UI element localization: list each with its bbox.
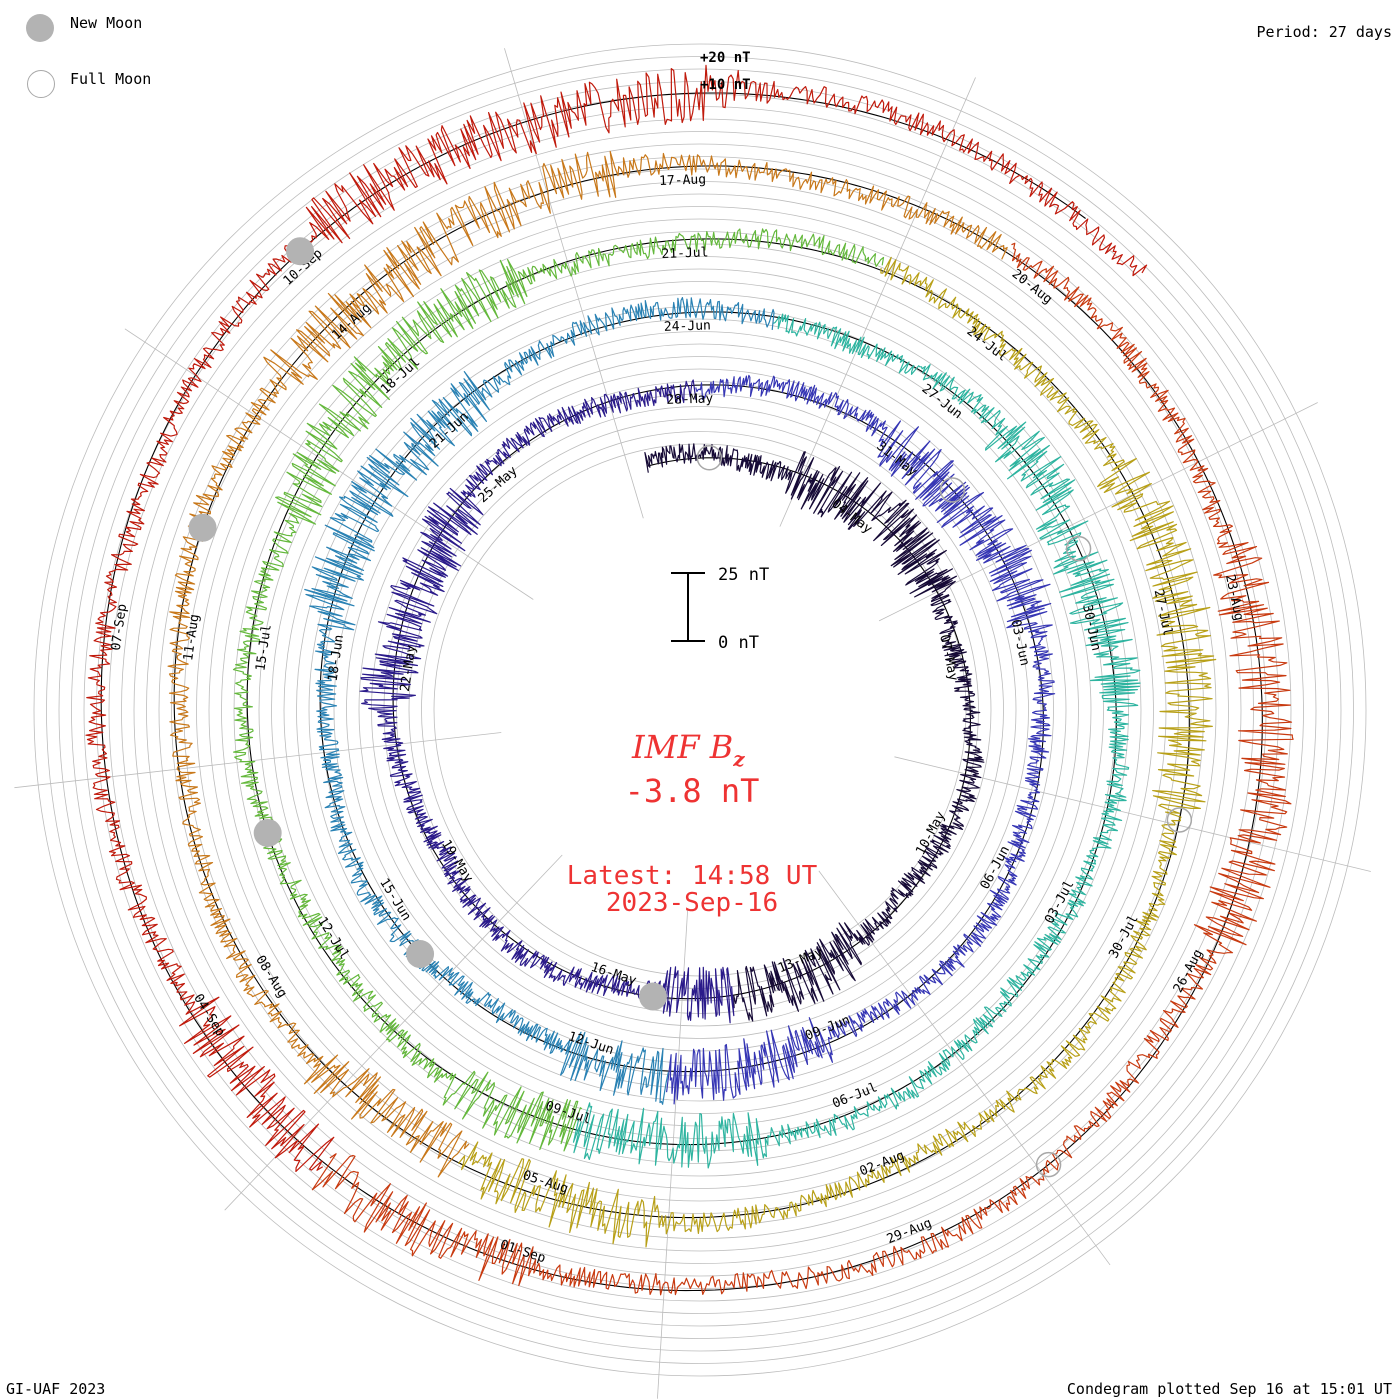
new-moon-legend-label: New Moon bbox=[70, 14, 143, 32]
grid-ring bbox=[108, 118, 1292, 1302]
date-label: 21-Jul bbox=[661, 245, 708, 262]
date-label: 24-Jun bbox=[664, 318, 711, 335]
grid-ring bbox=[408, 418, 992, 1002]
date-label: 11-Aug bbox=[181, 613, 202, 662]
bz-trace-segment-8 bbox=[167, 150, 1008, 1178]
credit-label: GI-UAF 2023 bbox=[6, 1380, 106, 1398]
grid-ring bbox=[371, 381, 1029, 1039]
scale-outer-top: +20 nT bbox=[700, 50, 751, 66]
date-label: 04-Sep bbox=[190, 991, 228, 1039]
date-label: 07-Sep bbox=[109, 603, 130, 652]
quantity-title: IMF Bz bbox=[631, 728, 745, 771]
grid-ring bbox=[33, 43, 1367, 1377]
scale-outer-bottom: +10 nT bbox=[700, 77, 751, 93]
bz-traces bbox=[85, 64, 1294, 1296]
full-moon-marker bbox=[939, 477, 966, 503]
date-label: 18-Jun bbox=[326, 634, 347, 683]
bz-trace-segment-4 bbox=[304, 297, 775, 1105]
grid-ring bbox=[233, 243, 1167, 1177]
latest-date: 2023-Sep-16 bbox=[606, 888, 778, 918]
new-moon-marker bbox=[638, 982, 667, 1011]
scale-bar-bottom-label: 0 nT bbox=[718, 633, 759, 653]
full-moon-marker bbox=[1035, 1151, 1062, 1178]
grid-ring bbox=[46, 56, 1354, 1364]
grid-ring bbox=[71, 81, 1329, 1339]
scale-bar-top-label: 25 nT bbox=[718, 565, 769, 585]
new-moon-legend-icon bbox=[26, 14, 54, 42]
bz-trace-segment-5 bbox=[572, 313, 1141, 1169]
date-label: 15-Jun bbox=[376, 876, 414, 924]
new-moon-marker bbox=[188, 513, 217, 542]
grid-ring bbox=[346, 356, 1054, 1064]
date-label: 17-Aug bbox=[659, 172, 706, 189]
date-label: 27-Jul bbox=[1151, 588, 1175, 637]
full-moon-marker bbox=[1065, 535, 1092, 562]
grid-ring bbox=[58, 68, 1342, 1352]
date-label: 22-May bbox=[398, 644, 419, 693]
new-moon-marker bbox=[253, 818, 282, 847]
period-label: Period: 27 days bbox=[1256, 23, 1392, 41]
bz-trace-segment-7 bbox=[457, 256, 1217, 1248]
latest-time: Latest: 14:58 UT bbox=[567, 861, 818, 891]
bz-trace-segment-1 bbox=[644, 443, 985, 1022]
date-label: 28-May bbox=[666, 391, 714, 408]
date-label: 25-May bbox=[476, 463, 521, 506]
full-moon-marker bbox=[696, 445, 723, 471]
new-moon-marker bbox=[286, 237, 315, 266]
full-moon-legend-icon bbox=[27, 70, 55, 98]
grid-ring bbox=[333, 343, 1067, 1077]
grid-ring bbox=[358, 368, 1042, 1052]
bz-trace-segment-10 bbox=[85, 64, 1148, 1172]
date-label: 05-Aug bbox=[521, 1168, 570, 1197]
date-label: 20-Aug bbox=[1009, 267, 1055, 308]
grid-ring bbox=[158, 168, 1242, 1252]
grid-ring bbox=[246, 256, 1154, 1164]
scale-bar bbox=[671, 572, 705, 642]
grid-ring bbox=[221, 231, 1179, 1189]
grid-spoke bbox=[779, 77, 976, 527]
date-label: 30-Jun bbox=[1079, 603, 1103, 652]
grid-ring bbox=[308, 318, 1092, 1102]
plotted-label: Condegram plotted Sep 16 at 15:01 UT bbox=[1066, 1380, 1392, 1398]
bz-trace-segment-2 bbox=[359, 379, 735, 1024]
date-label: 08-Aug bbox=[252, 953, 290, 1001]
quantity-subscript: z bbox=[732, 747, 745, 771]
grid-ring bbox=[96, 106, 1304, 1314]
grid-ring bbox=[271, 281, 1129, 1139]
grid-rings bbox=[33, 43, 1367, 1377]
moon-markers bbox=[188, 237, 1193, 1178]
grid-spoke bbox=[14, 732, 502, 789]
date-label: 03-Jun bbox=[1008, 618, 1032, 667]
bz-trace-segment-9 bbox=[311, 242, 1294, 1296]
grid-ring bbox=[396, 406, 1004, 1014]
date-label: 15-Jul bbox=[253, 623, 274, 672]
grid-ring bbox=[171, 181, 1229, 1239]
full-moon-legend-label: Full Moon bbox=[70, 70, 152, 88]
grid-spoke bbox=[878, 402, 1318, 622]
grid-ring bbox=[196, 206, 1204, 1214]
grid-ring bbox=[121, 131, 1279, 1289]
quantity-name: IMF B bbox=[631, 728, 733, 766]
grid-spoke bbox=[504, 48, 644, 519]
date-label: 01-Sep bbox=[498, 1237, 547, 1266]
baseline-spiral bbox=[100, 92, 1263, 1292]
bz-trace-segment-3 bbox=[666, 374, 1056, 1105]
current-value: -3.8 nT bbox=[625, 772, 760, 810]
grid-ring bbox=[258, 268, 1142, 1152]
full-moon-marker bbox=[1166, 807, 1193, 833]
new-moon-marker bbox=[406, 940, 435, 969]
bz-trace-segment-6 bbox=[232, 228, 885, 1152]
grid-ring bbox=[133, 143, 1267, 1277]
baseline-rings bbox=[100, 92, 1263, 1292]
